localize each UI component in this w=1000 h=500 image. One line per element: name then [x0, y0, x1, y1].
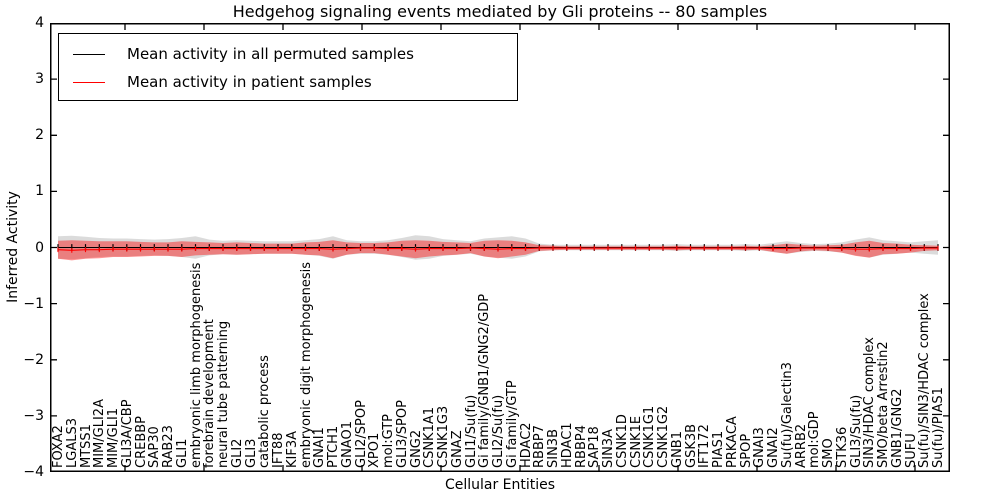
x-entity-label: GNAI2 [766, 427, 781, 468]
chart-title: Hedgehog signaling events mediated by Gl… [232, 2, 768, 21]
y-tick-label: 0 [35, 239, 44, 256]
x-entity-label: GNAZ [449, 430, 465, 468]
axis-ticks [50, 23, 950, 472]
x-entity-label: GLI2/SPOP [353, 400, 369, 468]
x-entity-label: embryonic digit morphogenesis [298, 261, 314, 468]
x-entity-label: PTCH1 [326, 425, 341, 468]
x-entity-label: MIM/GLI2A [92, 399, 108, 468]
patient-point-markers [57, 245, 939, 253]
x-entity-label: GLI2/Su(fu) [491, 394, 506, 468]
x-entity-label: GNAI3 [752, 427, 768, 468]
x-entity-label: CSNK1A1 [422, 406, 438, 468]
x-entity-label: MTSS1 [78, 424, 94, 468]
x-entity-label: GLI3/SPOP [394, 400, 410, 468]
x-entity-label: GNAI1 [312, 427, 328, 468]
y-tick-label: 3 [35, 71, 44, 88]
x-entity-label: XPO1 [367, 432, 383, 468]
legend-item-permuted: Mean activity in all permuted samples [59, 40, 517, 68]
x-entity-label: SIN3/HDAC complex [862, 337, 878, 468]
x-entity-label: CSNK1D [614, 414, 630, 468]
x-entity-label: CREBBP [133, 416, 149, 468]
x-entity-label: HDAC2 [518, 422, 534, 468]
x-entity-label: Su(fu)/SIN3/HDAC complex [917, 293, 933, 468]
x-entity-label: GSK3B [683, 423, 699, 468]
y-tick-label: −2 [23, 351, 44, 368]
x-entity-label: GLI3A/CBP [119, 399, 135, 468]
x-entity-label: SMO/beta Arrestin2 [876, 341, 891, 468]
y-tick-label: 2 [35, 127, 44, 144]
x-entity-label: neural tube patterning [216, 320, 231, 468]
x-entity-label: RAB23 [161, 425, 176, 468]
x-entity-label: forebrain development [202, 319, 218, 468]
legend-item-patient: Mean activity in patient samples [59, 68, 517, 96]
y-tick-label: −4 [23, 464, 44, 480]
x-entity-label: catabolic process [257, 355, 273, 468]
x-entity-label: RBBP4 [573, 425, 589, 468]
x-entity-label: CSNK1G1 [642, 405, 658, 468]
x-entity-label: Gi family/GTP [504, 380, 520, 468]
x-entity-label: GLI3 [243, 438, 259, 468]
x-entity-label: GLI3/Su(fu) [848, 394, 864, 468]
x-entity-label: Su(fu)/PIAS1 [931, 387, 946, 468]
x-entity-label: GLI1/Su(fu) [463, 394, 479, 468]
x-entity-label: MIM/GLI1 [106, 407, 121, 468]
x-entity-label: IFT88 [271, 432, 286, 468]
chart-canvas [50, 23, 950, 472]
x-entity-label: SMO [821, 438, 836, 468]
x-entity-label: GLI1 [174, 438, 190, 468]
plot-area: Mean activity in all permuted samples Me… [50, 23, 950, 472]
x-entity-label: CSNK1G3 [436, 405, 451, 468]
y-tick-label: 1 [35, 183, 44, 200]
y-tick-label: −3 [23, 407, 44, 424]
x-entity-label: SUFU [903, 433, 919, 468]
x-entity-label: GNAO1 [339, 421, 355, 468]
x-entity-label: PRKACA [724, 416, 740, 468]
x-entity-label: Gi family/GNB1/GNG2/GDP [477, 293, 493, 468]
x-entity-label: Su(fu)/Galectin3 [779, 362, 795, 468]
x-entity-label: ARRB2 [793, 423, 809, 468]
legend-line-patient-icon [73, 81, 105, 83]
x-entity-label: STK36 [834, 426, 850, 468]
x-entity-label: mol:GDP [807, 411, 823, 468]
y-tick-label: −1 [23, 295, 44, 312]
x-entity-label: GNB1 [669, 431, 685, 468]
x-entity-label: SAP30 [147, 426, 163, 468]
x-entity-label: SIN3B [546, 429, 561, 468]
x-entity-label: SAP18 [587, 426, 603, 468]
x-entity-label: embryonic limb morphogenesis [188, 262, 204, 468]
y-tick-label: 4 [35, 15, 44, 31]
legend-label-patient: Mean activity in patient samples [127, 73, 372, 91]
x-entity-label: GNB1/GNG2 [889, 388, 905, 468]
x-entity-label: SPOP [738, 433, 754, 468]
x-entity-label: GNG2 [408, 429, 424, 468]
x-entity-label: PIAS1 [711, 430, 726, 468]
x-entity-label: RBBP7 [532, 425, 548, 468]
x-entity-label: mol:GTP [381, 414, 396, 468]
x-entity-label: LGALS3 [64, 418, 80, 468]
x-entity-label: GLI2 [229, 438, 245, 468]
x-entity-label: IFT172 [697, 424, 713, 468]
legend-label-permuted: Mean activity in all permuted samples [127, 45, 414, 63]
x-entity-label: KIF3A [284, 430, 300, 468]
x-entity-label: SIN3A [601, 429, 616, 468]
x-entity-label: CSNK1E [628, 415, 644, 468]
legend: Mean activity in all permuted samples Me… [58, 33, 518, 101]
legend-line-permuted-icon [73, 53, 105, 55]
x-axis-label: Cellular Entities [444, 477, 556, 493]
x-entity-label: HDAC1 [559, 422, 575, 468]
x-entity-label: CSNK1G2 [656, 405, 671, 468]
x-entity-label: FOXA2 [51, 425, 66, 468]
